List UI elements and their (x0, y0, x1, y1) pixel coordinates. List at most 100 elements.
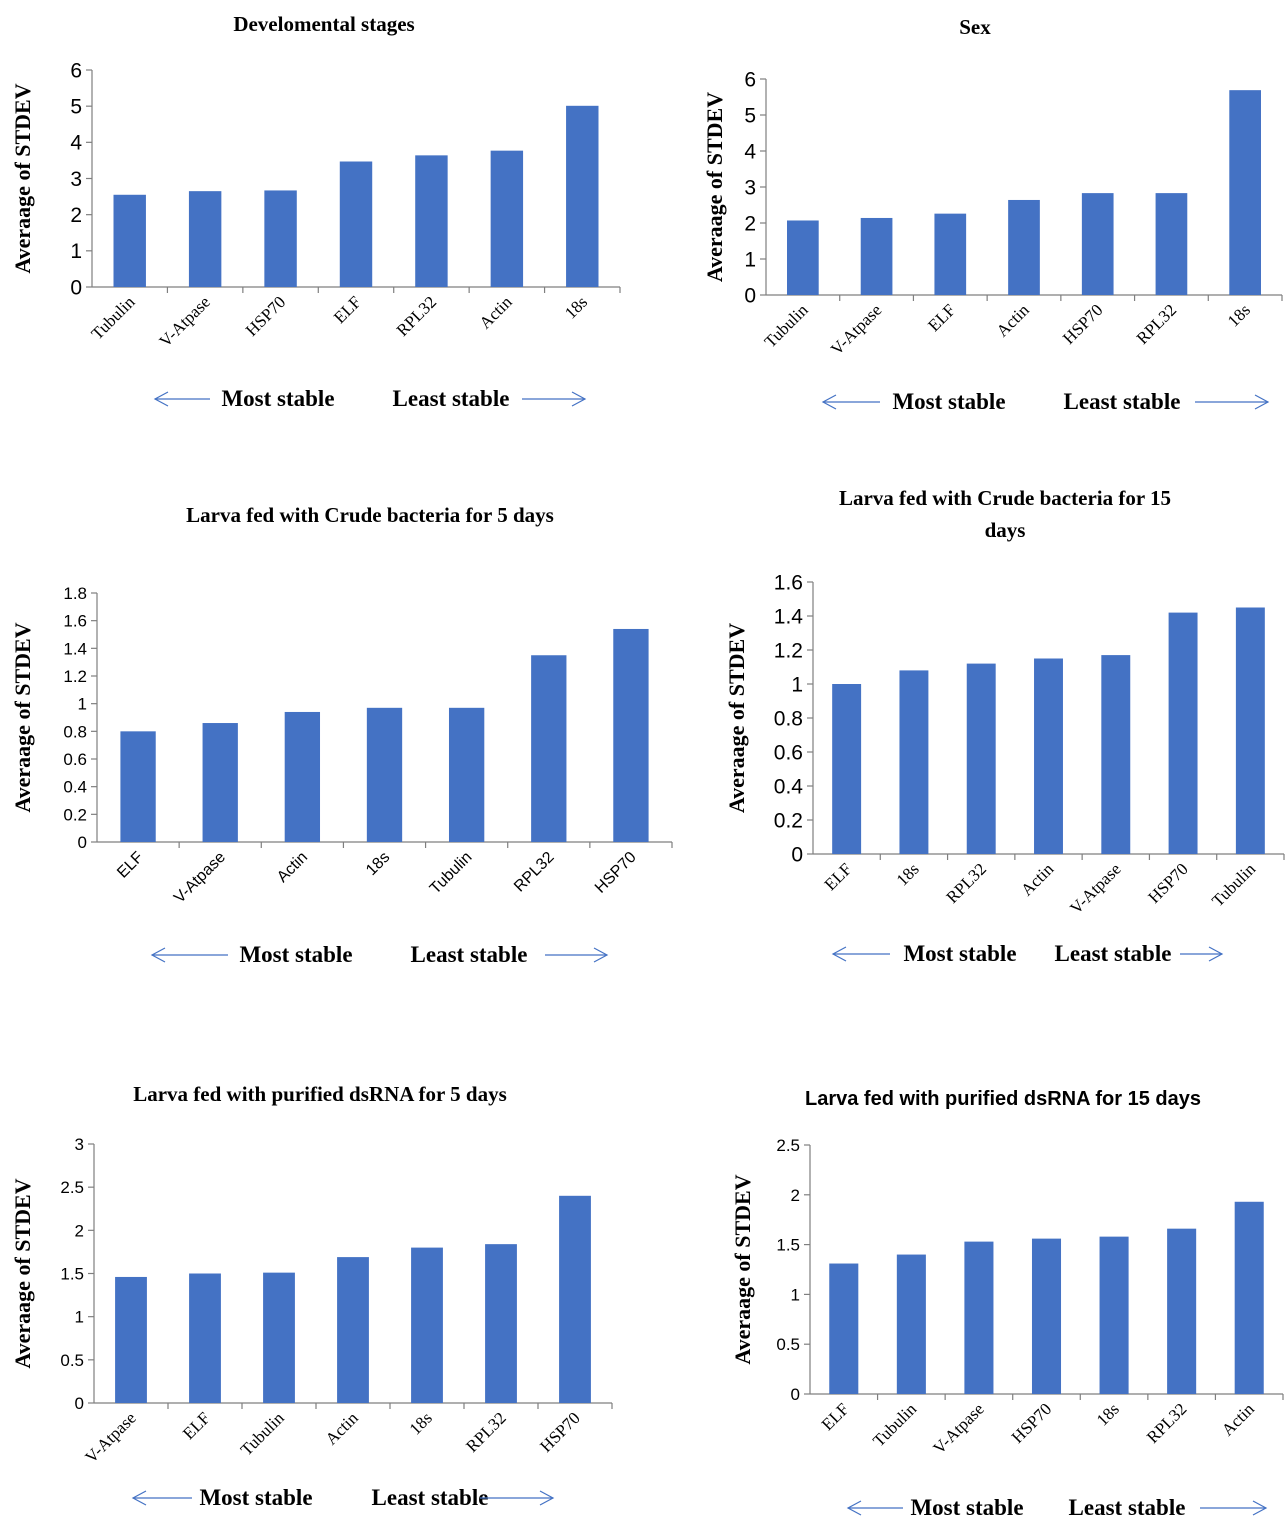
bar-tubulin (263, 1272, 295, 1403)
x-tick-label: RPL32 (393, 292, 441, 340)
bar-rpl32 (485, 1244, 517, 1403)
right-arrow-head-icon (1254, 394, 1270, 410)
y-tick-label: 1.6 (774, 571, 803, 594)
bar-v-atpase (860, 217, 893, 295)
y-tick-label: 1 (75, 1308, 84, 1327)
left-arrow-head-icon (131, 1490, 147, 1506)
left-arrow-head-icon (831, 946, 847, 962)
bar-v-atpase (188, 191, 222, 287)
y-tick-label: 0 (75, 1394, 84, 1413)
bar-actin (337, 1257, 369, 1403)
y-tick-label: 0.5 (776, 1335, 800, 1354)
bar-v-atpase (964, 1241, 994, 1394)
left-arrow-head-icon (846, 1500, 862, 1516)
y-tick-label: 1 (791, 1285, 800, 1304)
bar-18s (566, 105, 599, 288)
bar-v-atpase (115, 1276, 147, 1403)
y-tick-label: 5 (70, 96, 82, 119)
chart-panel-purified-dsrna-15-days: Larva fed with purified dsRNA for 15 day… (730, 1088, 1284, 1519)
right-arrow-head-icon (539, 1490, 555, 1506)
y-tick-label: 1.4 (774, 605, 804, 628)
y-tick-label: 0.8 (63, 722, 87, 741)
chart-title: Larva fed with purified dsRNA for 5 days (133, 1082, 507, 1106)
bar-hsp70 (1031, 1238, 1062, 1394)
chart-title: Develomental stages (233, 12, 414, 36)
chart-title: days (985, 518, 1026, 542)
right-arrow-head-icon (1252, 1500, 1268, 1516)
y-tick-label: 2.5 (60, 1178, 84, 1197)
x-tick-label: Tubulin (427, 849, 476, 898)
bar-hsp70 (559, 1195, 591, 1403)
x-tick-label: HSP70 (536, 1408, 584, 1456)
y-tick-label: 1.5 (776, 1236, 800, 1255)
bar-18s (1099, 1236, 1129, 1394)
x-tick-label: HSP70 (242, 292, 290, 340)
chart-panel-crude-bacteria-5-days: Larva fed with Crude bacteria for 5 days… (10, 503, 673, 967)
bar-actin (284, 711, 321, 842)
chart-title: Sex (959, 15, 991, 39)
least-stable-label: Least stable (1055, 941, 1172, 966)
most-stable-label: Most stable (903, 941, 1016, 966)
y-tick-label: 2 (744, 212, 756, 235)
x-tick-label: RPL32 (1133, 300, 1181, 348)
x-tick-label: Actin (993, 300, 1033, 340)
bar-rpl32 (1167, 1228, 1197, 1394)
most-stable-label: Most stable (910, 1495, 1023, 1519)
y-tick-label: 6 (744, 68, 756, 91)
y-tick-label: 0.8 (774, 707, 803, 730)
most-stable-label: Most stable (892, 389, 1005, 414)
x-tick-label: Actin (1218, 1399, 1258, 1439)
y-tick-label: 0.2 (63, 805, 87, 824)
chart-panel-crude-bacteria-15-days: Larva fed with Crude bacteria for 15 days… (724, 486, 1285, 966)
y-tick-label: 1.8 (63, 584, 87, 603)
x-tick-label: Tubulin (87, 292, 138, 343)
x-tick-label: V-Atpase (827, 300, 885, 358)
bar-tubulin (787, 220, 819, 295)
bar-18s (366, 707, 403, 842)
least-stable-label: Least stable (393, 386, 510, 411)
y-axis-label: Averaage of STDEV (10, 83, 35, 273)
chart-title: Larva fed with purified dsRNA for 15 day… (805, 1088, 1201, 1110)
y-tick-label: 0.4 (774, 775, 804, 798)
most-stable-label: Most stable (199, 1485, 312, 1510)
y-tick-label: 2 (75, 1221, 84, 1240)
right-arrow-head-icon (571, 391, 587, 407)
x-tick-label: RPL32 (943, 859, 991, 907)
x-tick-label: Actin (1017, 859, 1057, 899)
x-tick-label: V-Atpase (81, 1408, 139, 1466)
x-tick-label: ELF (330, 292, 365, 327)
bar-rpl32 (415, 155, 448, 287)
x-tick-label: Tubulin (237, 1408, 288, 1459)
x-tick-label: 18s (1224, 300, 1254, 330)
y-tick-label: 1 (78, 695, 87, 714)
y-tick-label: 2 (70, 204, 82, 227)
bar-elf (934, 213, 967, 295)
y-axis-label: Averaage of STDEV (702, 92, 727, 282)
bar-hsp70 (1168, 612, 1198, 854)
y-tick-label: 0.5 (60, 1351, 84, 1370)
y-tick-label: 1.5 (60, 1264, 84, 1283)
most-stable-label: Most stable (221, 386, 334, 411)
x-tick-label: Tubulin (761, 300, 812, 351)
right-arrow-head-icon (593, 947, 609, 963)
y-tick-label: 3 (70, 168, 82, 191)
y-tick-label: 0.4 (63, 778, 87, 797)
y-tick-label: 1 (744, 248, 756, 271)
x-tick-label: 18s (1093, 1399, 1123, 1429)
chart-panel-purified-dsrna-5-days: Larva fed with purified dsRNA for 5 days… (10, 1082, 613, 1510)
bar-hsp70 (264, 190, 297, 287)
x-tick-label: V-Atpase (156, 292, 214, 350)
bar-actin (1034, 658, 1063, 854)
bar-elf (832, 684, 862, 854)
x-tick-label: ELF (179, 1408, 214, 1443)
bar-elf (120, 731, 156, 842)
y-tick-label: 1 (70, 240, 82, 263)
y-tick-label: 0.6 (63, 750, 87, 769)
x-tick-label: ELF (924, 300, 959, 335)
y-tick-label: 0.2 (774, 809, 803, 832)
chart-title: Larva fed with Crude bacteria for 5 days (186, 503, 554, 527)
x-tick-label: 18s (561, 292, 591, 322)
x-tick-label: ELF (114, 849, 147, 882)
y-tick-label: 0 (70, 276, 82, 299)
